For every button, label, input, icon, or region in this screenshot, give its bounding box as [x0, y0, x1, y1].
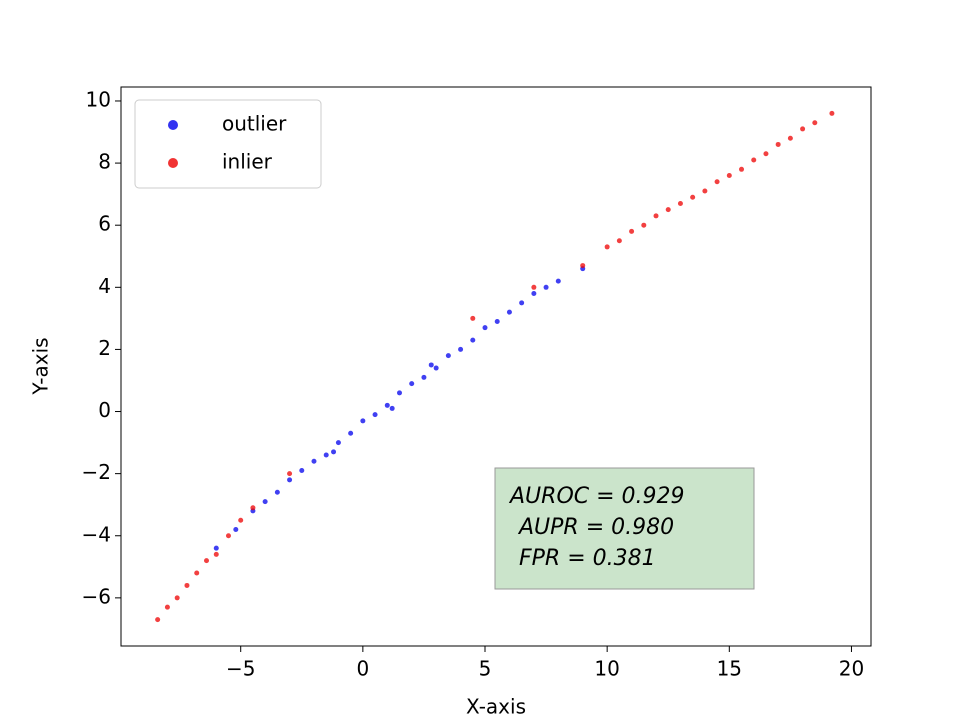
point	[690, 194, 696, 200]
point	[726, 173, 732, 179]
y-tick-label: 0	[98, 398, 111, 422]
point	[384, 402, 390, 408]
point	[299, 468, 305, 474]
point	[194, 570, 200, 576]
point	[470, 337, 476, 343]
x-tick-label: 0	[356, 657, 369, 681]
point	[421, 374, 427, 380]
point	[204, 558, 210, 564]
point	[800, 126, 806, 132]
annotation: AUROC = 0.929	[508, 484, 685, 509]
point	[531, 284, 537, 290]
point	[445, 353, 451, 359]
point	[641, 222, 647, 228]
legend-marker	[168, 120, 178, 130]
point	[348, 430, 354, 436]
point	[470, 315, 476, 321]
point	[714, 179, 720, 185]
point	[238, 517, 244, 523]
y-tick-label: −6	[82, 584, 111, 608]
x-tick-label: −5	[226, 657, 255, 681]
point	[812, 120, 818, 126]
point	[174, 595, 180, 601]
point	[184, 582, 190, 588]
point	[604, 244, 610, 250]
point	[225, 533, 231, 539]
plot-frame	[120, 86, 872, 647]
point	[360, 418, 366, 424]
y-tick-label: 8	[98, 150, 111, 174]
x-tick-label: 15	[717, 657, 742, 681]
legend-box	[134, 99, 322, 189]
y-tick-label: 6	[98, 212, 111, 236]
point	[155, 617, 161, 623]
point	[702, 188, 708, 194]
x-tick-label: 20	[839, 657, 864, 681]
legend-marker	[168, 158, 178, 168]
x-tick-label: 10	[594, 657, 619, 681]
point	[629, 228, 635, 234]
point	[531, 291, 537, 297]
point	[213, 545, 219, 551]
point	[311, 458, 317, 464]
point	[323, 452, 329, 458]
x-tick-label: 5	[479, 657, 492, 681]
point	[787, 135, 793, 141]
point	[274, 489, 280, 495]
point	[213, 551, 219, 557]
y-tick-label: 4	[98, 274, 111, 298]
point	[372, 412, 378, 418]
point	[482, 325, 488, 331]
y-tick-label: −4	[82, 522, 111, 546]
annotation-box	[494, 467, 755, 590]
point	[433, 365, 439, 371]
point	[751, 157, 757, 163]
point	[262, 499, 268, 505]
point	[250, 505, 256, 511]
point	[543, 284, 549, 290]
y-axis-label: Y-axis	[29, 337, 53, 395]
point	[616, 238, 622, 244]
point	[519, 300, 525, 306]
point	[233, 527, 239, 533]
point	[506, 309, 512, 315]
x-axis-label: X-axis	[466, 695, 526, 719]
point	[775, 141, 781, 147]
point	[397, 390, 403, 396]
annotation: AUPR = 0.980	[517, 515, 674, 540]
point	[739, 166, 745, 172]
point	[494, 318, 500, 324]
point	[653, 213, 659, 219]
point	[389, 405, 395, 411]
legend-label: inlier	[222, 150, 273, 174]
point	[555, 278, 561, 284]
point	[829, 110, 835, 116]
point	[331, 449, 337, 455]
point	[763, 151, 769, 157]
point	[428, 362, 434, 368]
point	[409, 381, 415, 387]
point	[580, 263, 586, 269]
point	[287, 471, 293, 477]
y-tick-label: −2	[82, 460, 111, 484]
point	[677, 200, 683, 206]
point	[287, 477, 293, 483]
legend-label: outlier	[222, 112, 287, 136]
point	[164, 604, 170, 610]
point	[458, 346, 464, 352]
y-tick-label: 10	[86, 87, 111, 111]
point	[665, 207, 671, 213]
annotation: FPR = 0.381	[519, 546, 656, 571]
point	[335, 440, 341, 446]
y-tick-label: 2	[98, 336, 111, 360]
